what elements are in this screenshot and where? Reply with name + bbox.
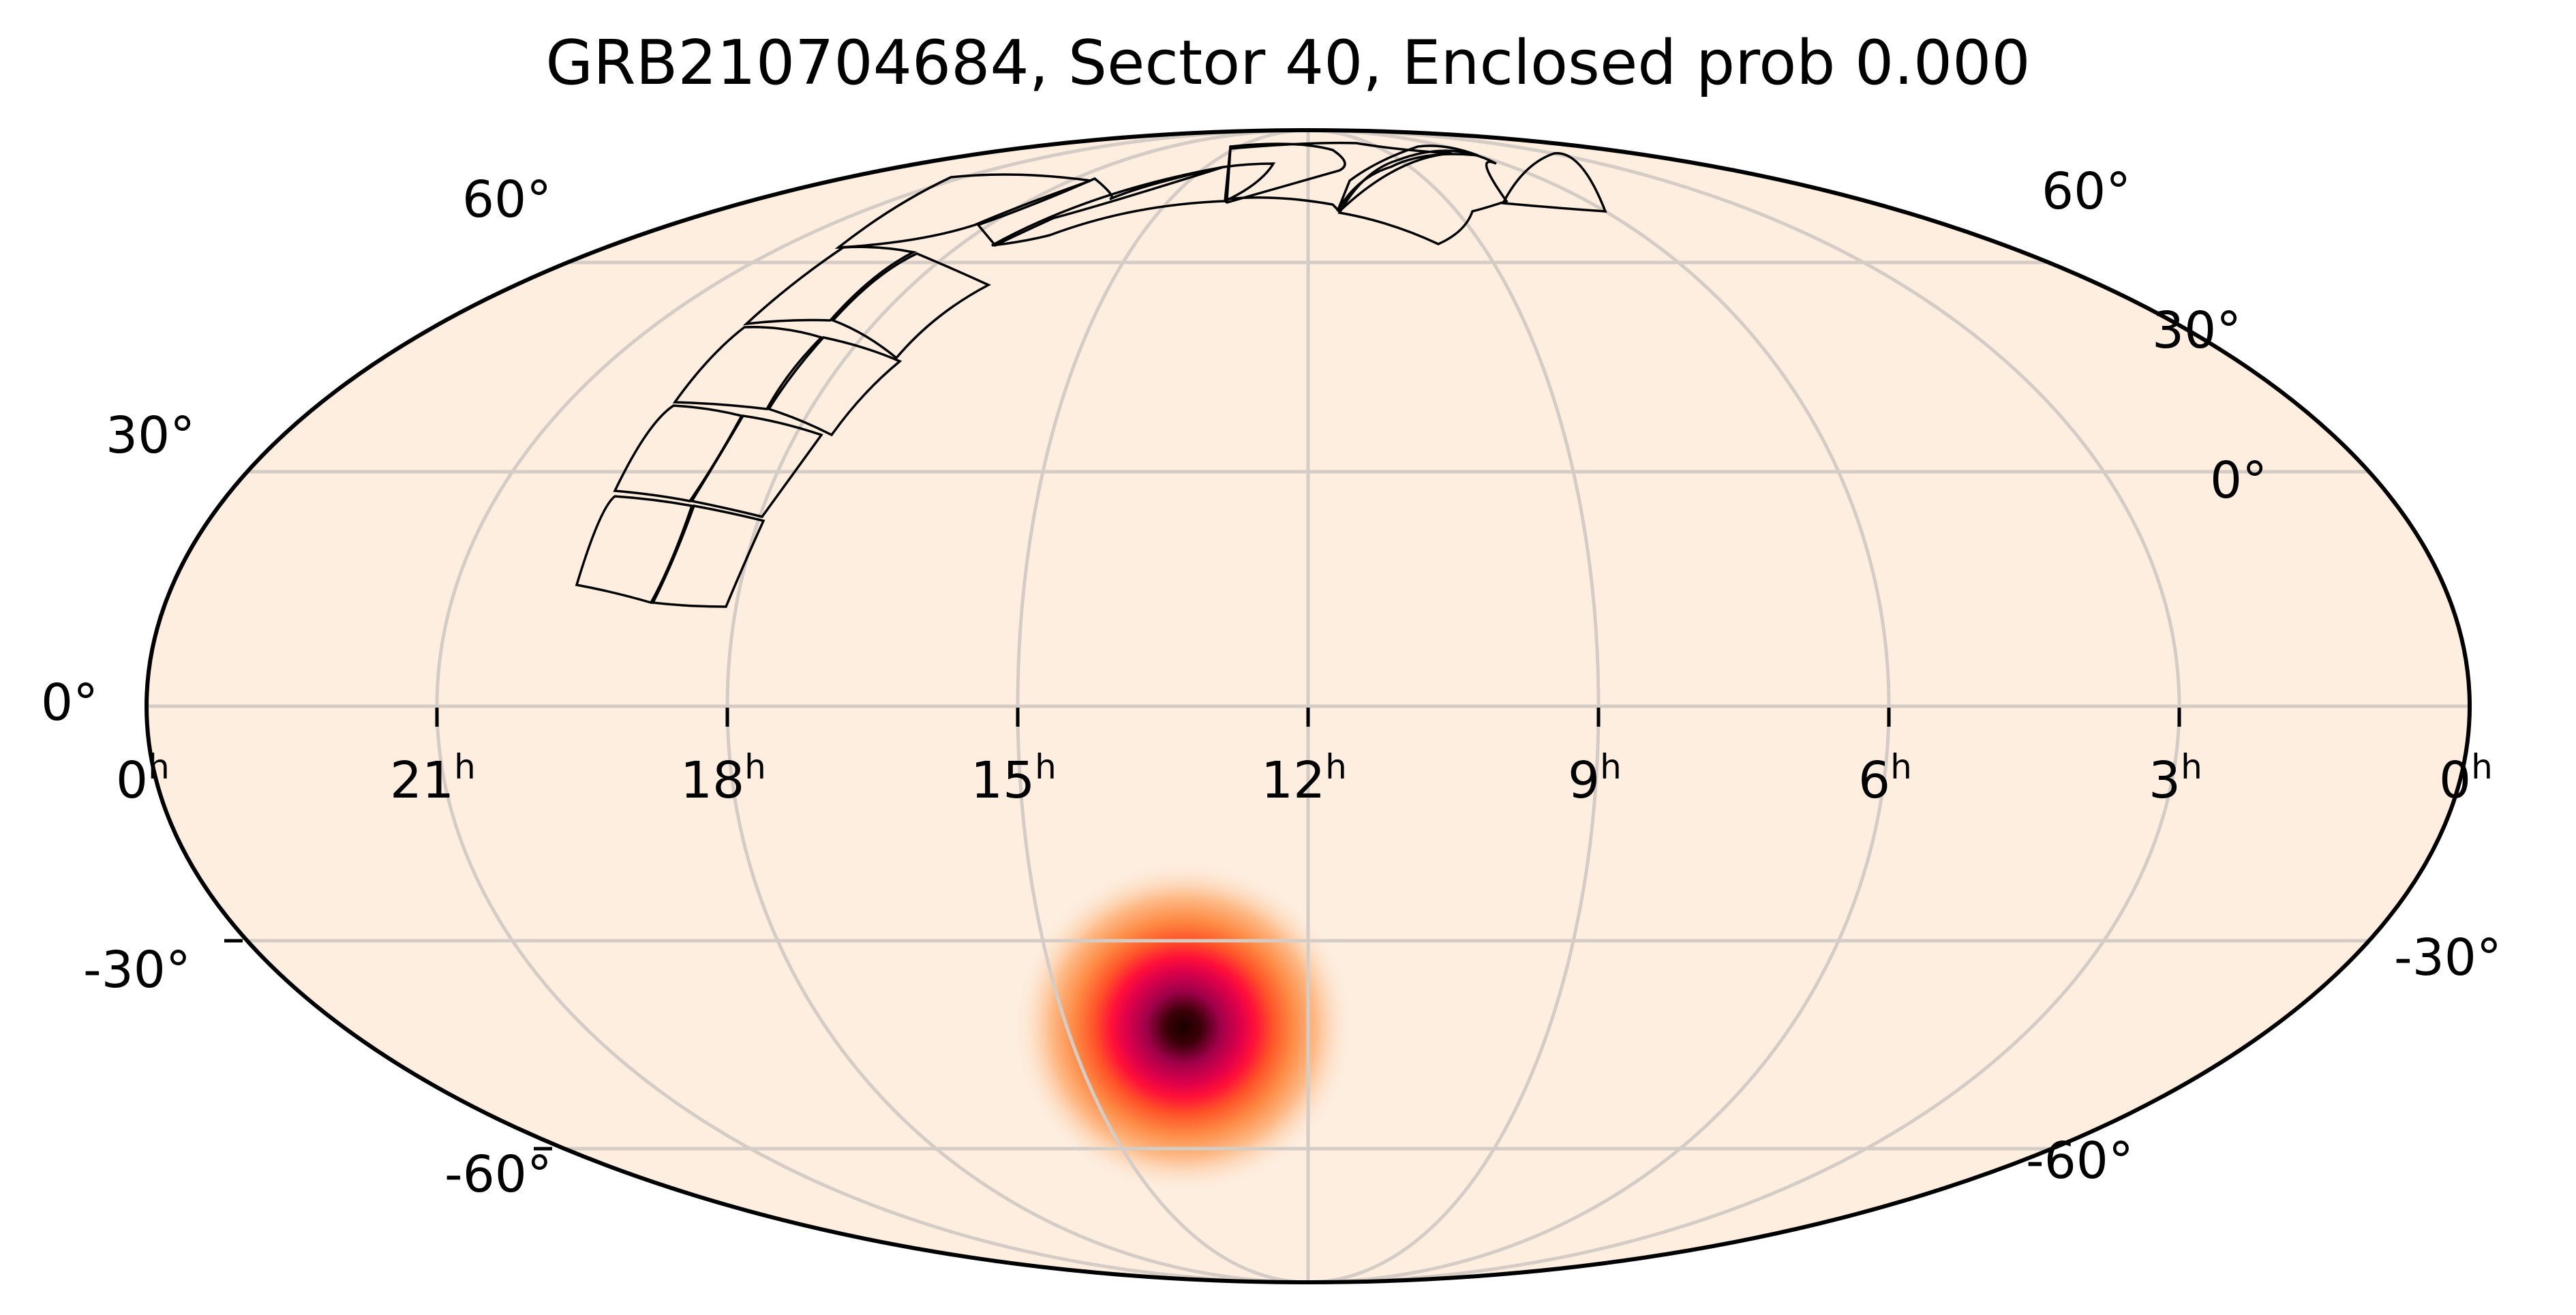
dec-label-left-60: 60° [462,170,552,229]
dec-label-right-m30: -30° [2394,928,2502,987]
ra-ticks [435,708,2181,727]
ra-label-21h: 21h [390,747,476,810]
dec-label-right-30: 30° [2152,301,2242,360]
ra-label-12h: 12h [1261,747,1347,810]
dec-label-right-m60: -60° [2026,1132,2134,1190]
ra-label-18h: 18h [680,747,766,810]
dec-ticks [224,939,552,1151]
chart-title: GRB210704684, Sector 40, Enclosed prob 0… [545,27,2031,99]
tess-ccd-footprints [575,141,1607,608]
dec-label-left-30: 30° [106,406,196,465]
plot-outline [145,128,2472,1284]
ra-label-0h-right: 0h [2439,747,2493,810]
ra-label-3h: 3h [2149,747,2202,810]
dec-label-left-m30: -30° [83,941,191,999]
ra-label-9h: 9h [1568,747,1622,810]
longitude-grid [435,130,2181,1282]
dec-label-left-0: 0° [41,674,99,732]
ra-label-15h: 15h [971,747,1057,810]
dec-label-right-60: 60° [2042,162,2132,221]
dec-label-left-m60: -60° [444,1145,552,1204]
probability-hotspot [1013,860,1354,1194]
ra-label-6h: 6h [1858,747,1912,810]
dec-label-right-0: 0° [2210,451,2268,510]
ra-label-0h-left: 0h [116,747,170,810]
